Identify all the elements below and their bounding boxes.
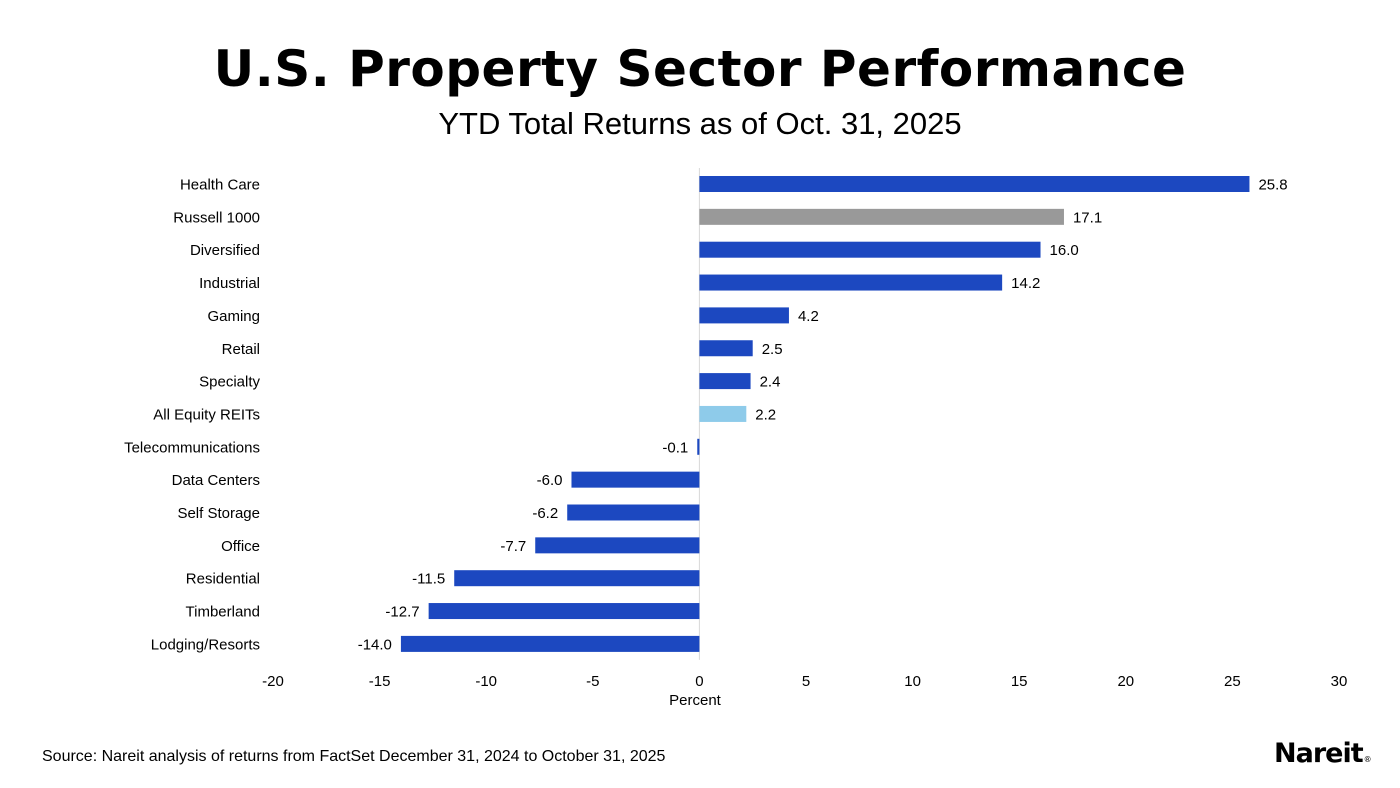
category-label: Industrial xyxy=(199,275,260,292)
x-tick-label: -20 xyxy=(262,673,284,690)
data-label: 2.5 xyxy=(762,341,783,358)
data-label: -11.5 xyxy=(412,571,445,588)
bar xyxy=(699,340,753,357)
data-label: 2.4 xyxy=(760,374,781,391)
bar xyxy=(699,241,1041,258)
x-axis-label: Percent xyxy=(669,692,722,709)
data-label: -12.7 xyxy=(385,604,419,621)
bar xyxy=(428,603,700,620)
x-tick-label: 30 xyxy=(1331,673,1348,690)
category-label: Health Care xyxy=(180,177,260,194)
data-label: 16.0 xyxy=(1050,242,1079,259)
x-tick-label: 20 xyxy=(1117,673,1134,690)
category-label: Retail xyxy=(222,341,260,358)
bar xyxy=(699,307,789,324)
x-tick-label: -15 xyxy=(369,673,391,690)
bar xyxy=(699,274,1003,291)
x-tick-label: -5 xyxy=(586,673,599,690)
bar xyxy=(454,570,700,587)
data-label: 25.8 xyxy=(1258,177,1287,194)
data-label: 17.1 xyxy=(1073,209,1102,226)
category-label: Diversified xyxy=(190,242,260,259)
bar xyxy=(697,438,700,455)
category-label: Data Centers xyxy=(172,472,260,489)
bar xyxy=(567,504,700,521)
bar xyxy=(699,176,1250,192)
data-label: -6.2 xyxy=(532,505,558,522)
x-tick-label: 0 xyxy=(695,673,703,690)
bar xyxy=(535,537,700,554)
bar xyxy=(571,471,700,488)
data-label: -7.7 xyxy=(500,538,526,555)
x-tick-label: 25 xyxy=(1224,673,1241,690)
data-label: -0.1 xyxy=(662,439,688,456)
category-label: Russell 1000 xyxy=(173,209,260,226)
category-label: Telecommunications xyxy=(124,439,260,456)
data-label: -14.0 xyxy=(358,636,392,653)
x-tick-label: 5 xyxy=(802,673,810,690)
logo-text: Nareit xyxy=(1274,738,1364,769)
data-label: 4.2 xyxy=(798,308,819,325)
data-label: 14.2 xyxy=(1011,275,1040,292)
category-label: All Equity REITs xyxy=(153,406,260,423)
data-label: -6.0 xyxy=(537,472,563,489)
bar xyxy=(699,373,751,390)
chart-title: U.S. Property Sector Performance xyxy=(213,40,1187,98)
x-tick-label: 10 xyxy=(904,673,921,690)
category-label: Timberland xyxy=(186,604,260,621)
bar xyxy=(400,635,700,652)
bar xyxy=(699,208,1064,225)
category-label: Office xyxy=(221,538,260,555)
category-label: Self Storage xyxy=(177,505,260,522)
x-tick-label: 15 xyxy=(1011,673,1028,690)
registered-mark: ® xyxy=(1363,755,1372,764)
data-label: 2.2 xyxy=(755,406,776,423)
x-tick-label: -10 xyxy=(475,673,497,690)
category-label: Specialty xyxy=(199,374,260,391)
bar xyxy=(699,405,747,422)
category-label: Lodging/Resorts xyxy=(151,636,260,653)
chart-subtitle: YTD Total Returns as of Oct. 31, 2025 xyxy=(438,106,962,141)
nareit-logo: Nareit® xyxy=(1274,738,1372,769)
source-note: Source: Nareit analysis of returns from … xyxy=(42,748,666,765)
category-label: Residential xyxy=(186,571,260,588)
category-label: Gaming xyxy=(207,308,260,325)
